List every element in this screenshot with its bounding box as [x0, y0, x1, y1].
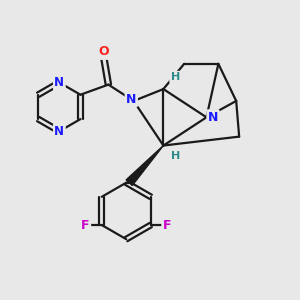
Text: O: O	[99, 45, 109, 58]
Text: N: N	[208, 111, 218, 124]
Text: N: N	[54, 76, 64, 89]
Text: F: F	[163, 218, 171, 232]
Polygon shape	[126, 146, 164, 185]
Text: H: H	[171, 151, 180, 161]
Text: F: F	[81, 218, 90, 232]
Text: H: H	[171, 72, 180, 82]
Text: N: N	[54, 125, 64, 138]
Text: N: N	[126, 93, 136, 106]
